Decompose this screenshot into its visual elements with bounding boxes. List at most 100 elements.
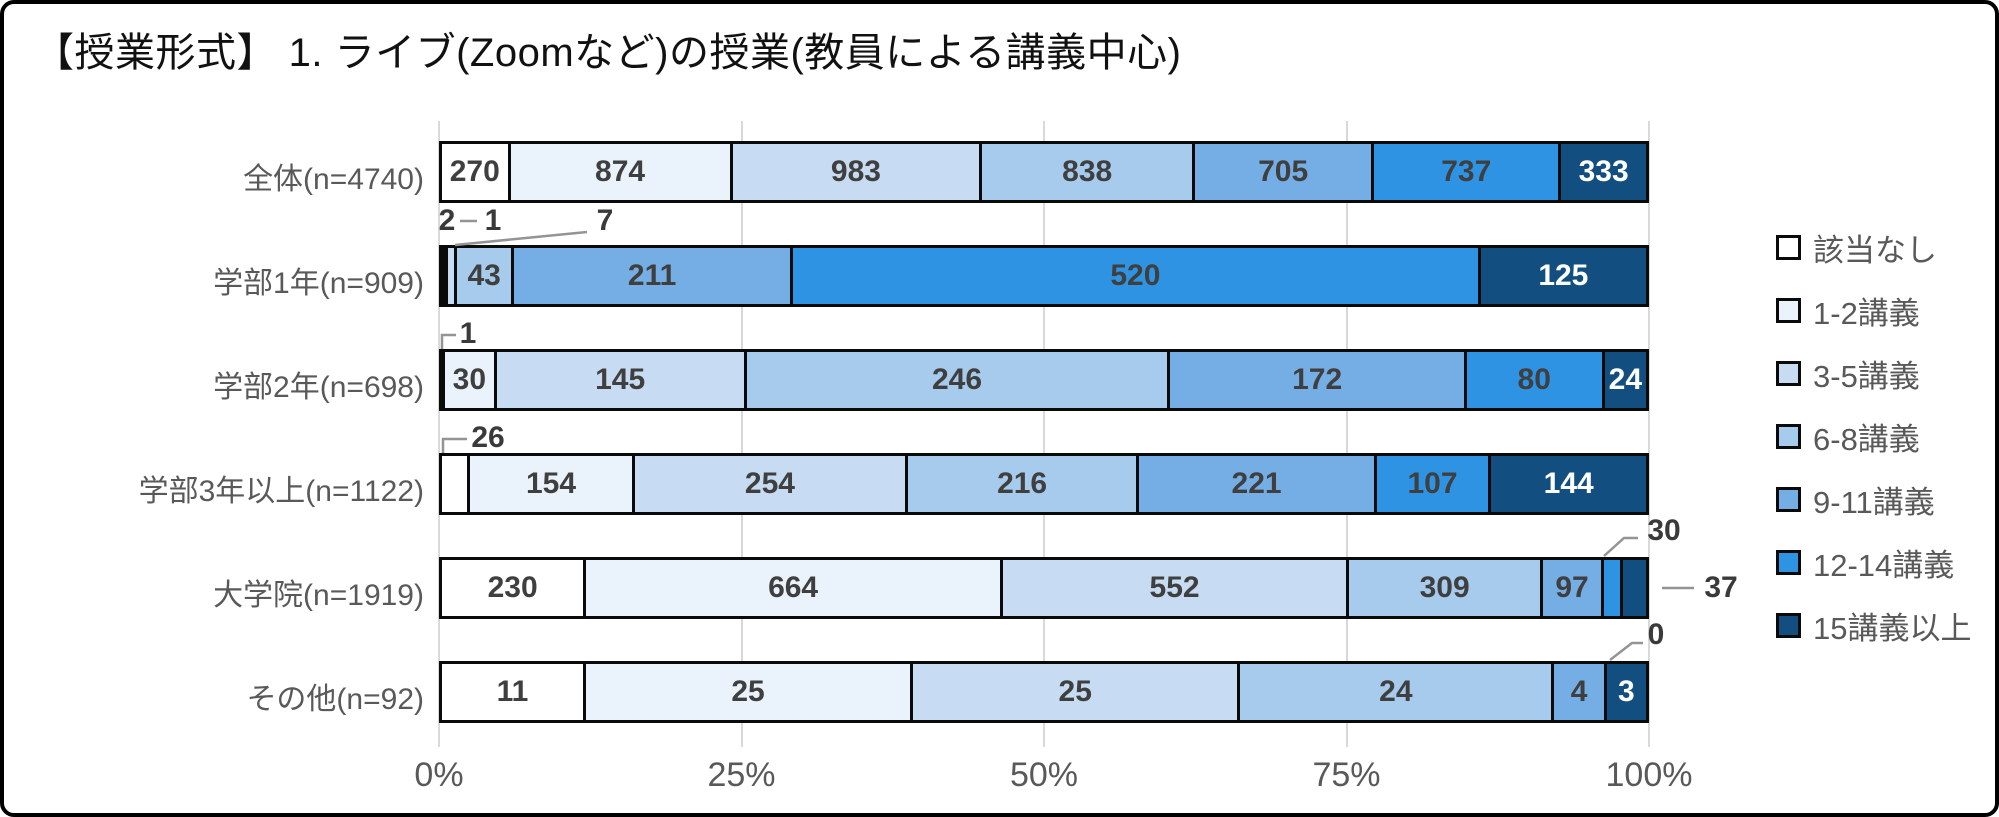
bar-segment: 705 <box>1195 144 1375 200</box>
x-tick-label: 75% <box>1312 756 1381 794</box>
callout-label: 2 <box>438 204 456 237</box>
segment-label: 705 <box>1258 155 1309 188</box>
category-label: 学部1年(n=909) <box>213 267 424 300</box>
callout-label: 30 <box>1647 514 1681 547</box>
bar-segment: 24 <box>1240 664 1555 720</box>
segment-label: 874 <box>595 155 646 188</box>
legend-swatch <box>1776 234 1801 260</box>
bar-segment: 97 <box>1543 560 1604 616</box>
bar-segment: 80 <box>1466 352 1605 408</box>
legend-label: 6-8講義 <box>1813 421 1920 457</box>
legend-item: 6-8講義 <box>1776 419 1971 457</box>
segment-label: 145 <box>595 363 646 396</box>
x-tick-label: 100% <box>1605 756 1693 794</box>
category-label: 学部3年以上(n=1122) <box>138 475 424 508</box>
bar-segment: 309 <box>1349 560 1544 616</box>
bar-segment: 145 <box>496 352 747 408</box>
bar-segment: 25 <box>585 664 914 720</box>
gridline <box>438 121 440 747</box>
bar-segment: 144 <box>1491 456 1646 512</box>
callout-label: 1 <box>484 204 502 237</box>
callout-label: 7 <box>596 204 614 237</box>
segment-label: 144 <box>1543 467 1594 500</box>
legend-label: 15講義以上 <box>1813 610 1972 646</box>
legend-label: 12-14講義 <box>1813 547 1955 583</box>
x-tick-label: 0% <box>414 756 464 794</box>
x-tick-label: 50% <box>1009 756 1079 794</box>
segment-label: 520 <box>1110 259 1161 292</box>
callout-label: 37 <box>1704 571 1738 604</box>
segment-label: 270 <box>449 155 500 188</box>
segment-label: 24 <box>1379 675 1413 708</box>
segment-label: 30 <box>452 363 487 396</box>
segment-label: 97 <box>1555 571 1589 604</box>
category-label: 学部2年(n=698) <box>213 371 424 404</box>
bar-segment: 520 <box>793 248 1481 304</box>
bar-segment: 333 <box>1561 144 1646 200</box>
bar-segment <box>442 456 470 512</box>
bar-segment <box>442 248 445 304</box>
legend-label: 9-11講義 <box>1813 484 1935 520</box>
legend-item: 15講義以上 <box>1776 608 1971 646</box>
leader-line <box>1603 536 1638 557</box>
legend-item: 9-11講義 <box>1776 482 1971 520</box>
segment-label: 309 <box>1419 571 1470 604</box>
segment-label: 11 <box>496 675 529 708</box>
bar-segment: 664 <box>586 560 1003 616</box>
bar-segment: 737 <box>1374 144 1562 200</box>
bar-row: 230 664 552 309 97 <box>439 557 1649 619</box>
bar-segment: 3 <box>1606 664 1646 720</box>
leader-line <box>440 333 456 349</box>
segment-label: 24 <box>1608 363 1643 396</box>
bar-segment <box>1622 560 1646 616</box>
bar-segment: 246 <box>746 352 1171 408</box>
x-tick-label: 25% <box>707 756 776 794</box>
bar-segment: 4 <box>1554 664 1607 720</box>
category-label: その他(n=92) <box>246 683 424 716</box>
bar-row: 154 254 216 221 107 144 <box>439 453 1649 515</box>
bar-segment: 30 <box>445 352 497 408</box>
callout-label: 26 <box>471 421 505 454</box>
bar-segment: 874 <box>510 144 733 200</box>
segment-label: 552 <box>1149 571 1200 604</box>
legend-label: 3-5講義 <box>1813 358 1920 394</box>
segment-label: 211 <box>627 259 677 292</box>
bar-segment: 24 <box>1604 352 1646 408</box>
segment-label: 664 <box>768 571 819 604</box>
legend-item: 12-14講義 <box>1776 545 1971 583</box>
legend-label: 該当なし <box>1813 232 1937 268</box>
segment-label: 333 <box>1578 155 1629 188</box>
bar-segment <box>442 352 445 408</box>
segment-label: 125 <box>1538 259 1589 292</box>
bar-segment: 125 <box>1480 248 1646 304</box>
chart-title: 【授業形式】 1. ライブ(Zoomなど)の授業(教員による講義中心) <box>34 31 1182 75</box>
legend-swatch <box>1776 423 1801 449</box>
bar-row: 11 25 25 24 4 3 <box>439 661 1649 723</box>
segment-label: 3 <box>1618 675 1635 708</box>
leader-line <box>441 437 467 453</box>
segment-label: 216 <box>997 467 1048 500</box>
bar-segment: 270 <box>442 144 511 200</box>
segment-label: 172 <box>1292 363 1343 396</box>
legend-swatch <box>1776 612 1801 638</box>
segment-label: 983 <box>830 155 881 188</box>
legend-swatch <box>1776 486 1801 512</box>
segment-label: 230 <box>487 571 538 604</box>
leader-line <box>1609 641 1643 661</box>
segment-label: 154 <box>525 467 577 500</box>
bar-segment: 552 <box>1002 560 1350 616</box>
legend-item: 1-2講義 <box>1776 293 1971 331</box>
segment-label: 838 <box>1062 155 1113 188</box>
bar-row: 270 874 983 838 705 737 333 <box>439 141 1649 203</box>
bar-segment <box>448 248 458 304</box>
segment-label: 246 <box>931 363 983 396</box>
bar-segment <box>1603 560 1623 616</box>
bar-row: 43 211 520 125 <box>439 245 1649 307</box>
callout-label: 1 <box>459 317 477 350</box>
legend-item: 3-5講義 <box>1776 356 1971 394</box>
gridline <box>1648 121 1650 747</box>
bar-row: 30 145 246 172 80 24 <box>439 349 1649 411</box>
bar-segment: 221 <box>1139 456 1377 512</box>
bar-segment: 230 <box>442 560 587 616</box>
